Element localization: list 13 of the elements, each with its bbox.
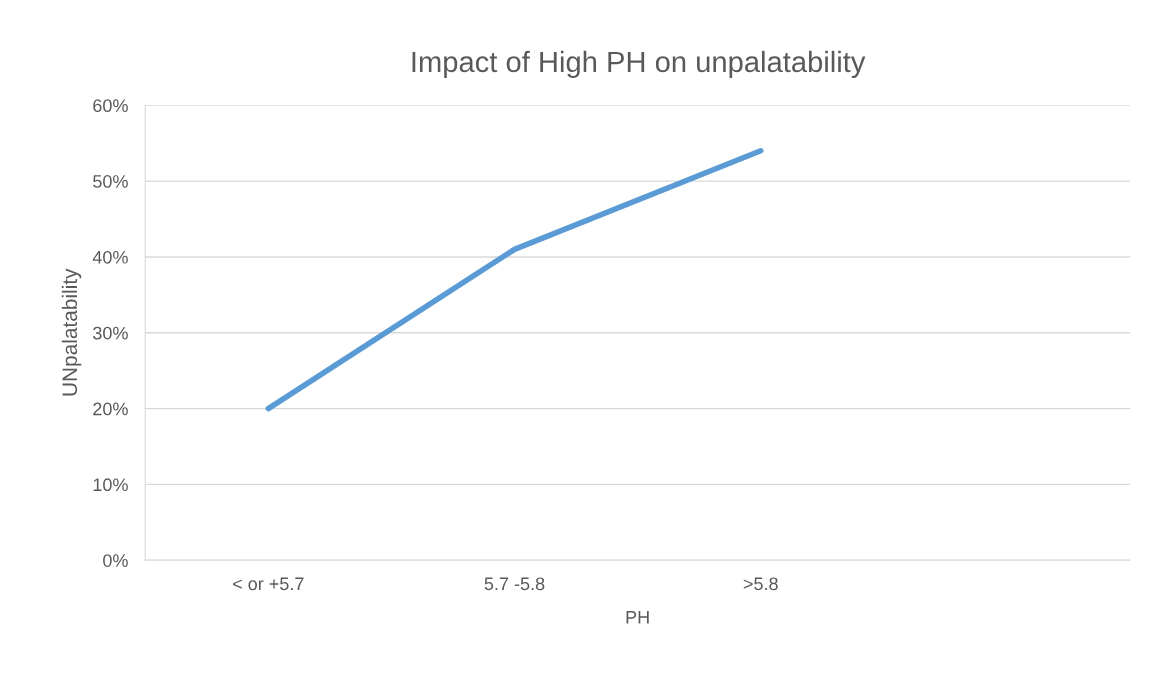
x-tick-label: 5.7 -5.8	[484, 577, 545, 591]
y-axis-title: UNpalatability	[61, 268, 82, 396]
y-tick-label: 10%	[93, 478, 128, 492]
y-tick-label: 20%	[93, 402, 128, 416]
y-tick-label: 40%	[92, 250, 128, 264]
x-axis-title: PH	[626, 611, 649, 624]
y-tick-label: 50%	[93, 175, 128, 188]
chart-title: Impact of High PH on unpalatability	[412, 50, 866, 79]
y-tick-label: 60%	[93, 99, 128, 113]
x-tick-label: < or +5.7	[233, 577, 304, 591]
y-tick-label: 0%	[103, 554, 128, 567]
x-tick-label: >5.8	[743, 577, 778, 591]
y-tick-label: 30%	[93, 326, 128, 340]
